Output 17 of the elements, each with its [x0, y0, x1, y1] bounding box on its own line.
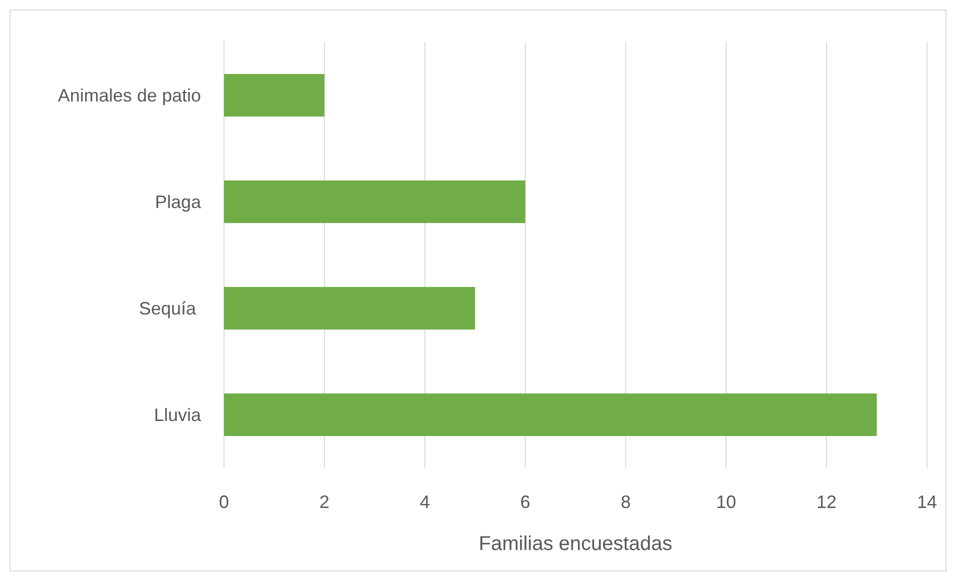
x-tick-label: 0	[218, 492, 230, 512]
y-tick-label: Sequía	[138, 298, 201, 319]
x-tick-label: 8	[620, 492, 631, 512]
x-tick-label: 6	[520, 492, 530, 512]
bar	[224, 393, 877, 436]
x-tick-label: 4	[420, 492, 430, 512]
x-tick-label: 10	[716, 492, 736, 512]
bar	[224, 74, 324, 117]
x-tick-label: 2	[319, 492, 330, 512]
y-tick-label: Animales de patio	[58, 86, 201, 106]
y-tick-label: Lluvia	[154, 405, 202, 426]
x-axis-title: Familias encuestadas	[478, 533, 672, 555]
bar	[224, 180, 526, 224]
bar	[224, 286, 476, 330]
y-tick-label: Plaga	[154, 192, 202, 212]
x-tick-label: 12	[816, 492, 837, 512]
x-tick-label: 14	[916, 492, 938, 512]
